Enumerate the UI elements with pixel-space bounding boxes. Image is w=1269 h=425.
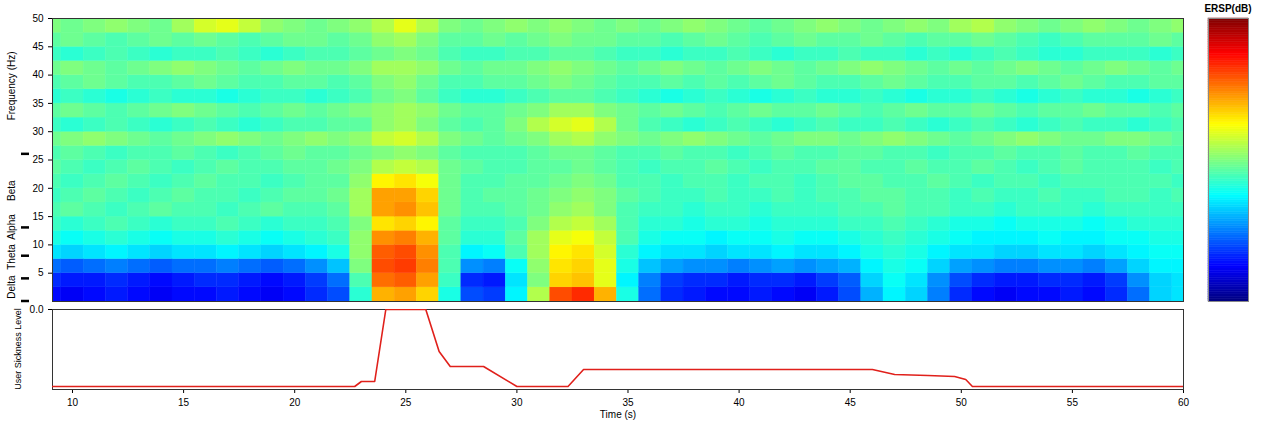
svg-text:50: 50 bbox=[956, 397, 968, 408]
svg-text:0.0: 0.0 bbox=[30, 304, 44, 315]
svg-text:45: 45 bbox=[32, 41, 44, 52]
svg-text:Theta: Theta bbox=[6, 244, 17, 270]
svg-text:Frequency (Hz): Frequency (Hz) bbox=[6, 51, 17, 120]
svg-text:User Sickness Level: User Sickness Level bbox=[13, 308, 23, 390]
svg-text:10: 10 bbox=[32, 239, 44, 250]
svg-text:25: 25 bbox=[32, 154, 44, 165]
svg-text:Alpha: Alpha bbox=[6, 214, 17, 240]
svg-text:15: 15 bbox=[178, 397, 190, 408]
svg-text:40: 40 bbox=[32, 69, 44, 80]
html-text:ERSP(dB): ERSP(dB) bbox=[1204, 3, 1252, 14]
svg-text:60: 60 bbox=[1178, 397, 1190, 408]
svg-text:45: 45 bbox=[845, 397, 857, 408]
svg-text:20: 20 bbox=[32, 183, 44, 194]
svg-text:15: 15 bbox=[32, 211, 44, 222]
svg-text:55: 55 bbox=[1067, 397, 1079, 408]
svg-text:Delta: Delta bbox=[6, 275, 17, 299]
svg-text:50: 50 bbox=[32, 13, 44, 24]
svg-text:10: 10 bbox=[67, 397, 79, 408]
svg-text:35: 35 bbox=[622, 397, 634, 408]
svg-text:30: 30 bbox=[511, 397, 523, 408]
svg-text:20: 20 bbox=[289, 397, 301, 408]
svg-text:25: 25 bbox=[400, 397, 412, 408]
svg-text:40: 40 bbox=[734, 397, 746, 408]
svg-text:30: 30 bbox=[32, 126, 44, 137]
svg-text:Beta: Beta bbox=[6, 180, 17, 201]
svg-text:35: 35 bbox=[32, 98, 44, 109]
svg-text:5: 5 bbox=[38, 267, 44, 278]
svg-text:Time (s): Time (s) bbox=[600, 409, 636, 420]
